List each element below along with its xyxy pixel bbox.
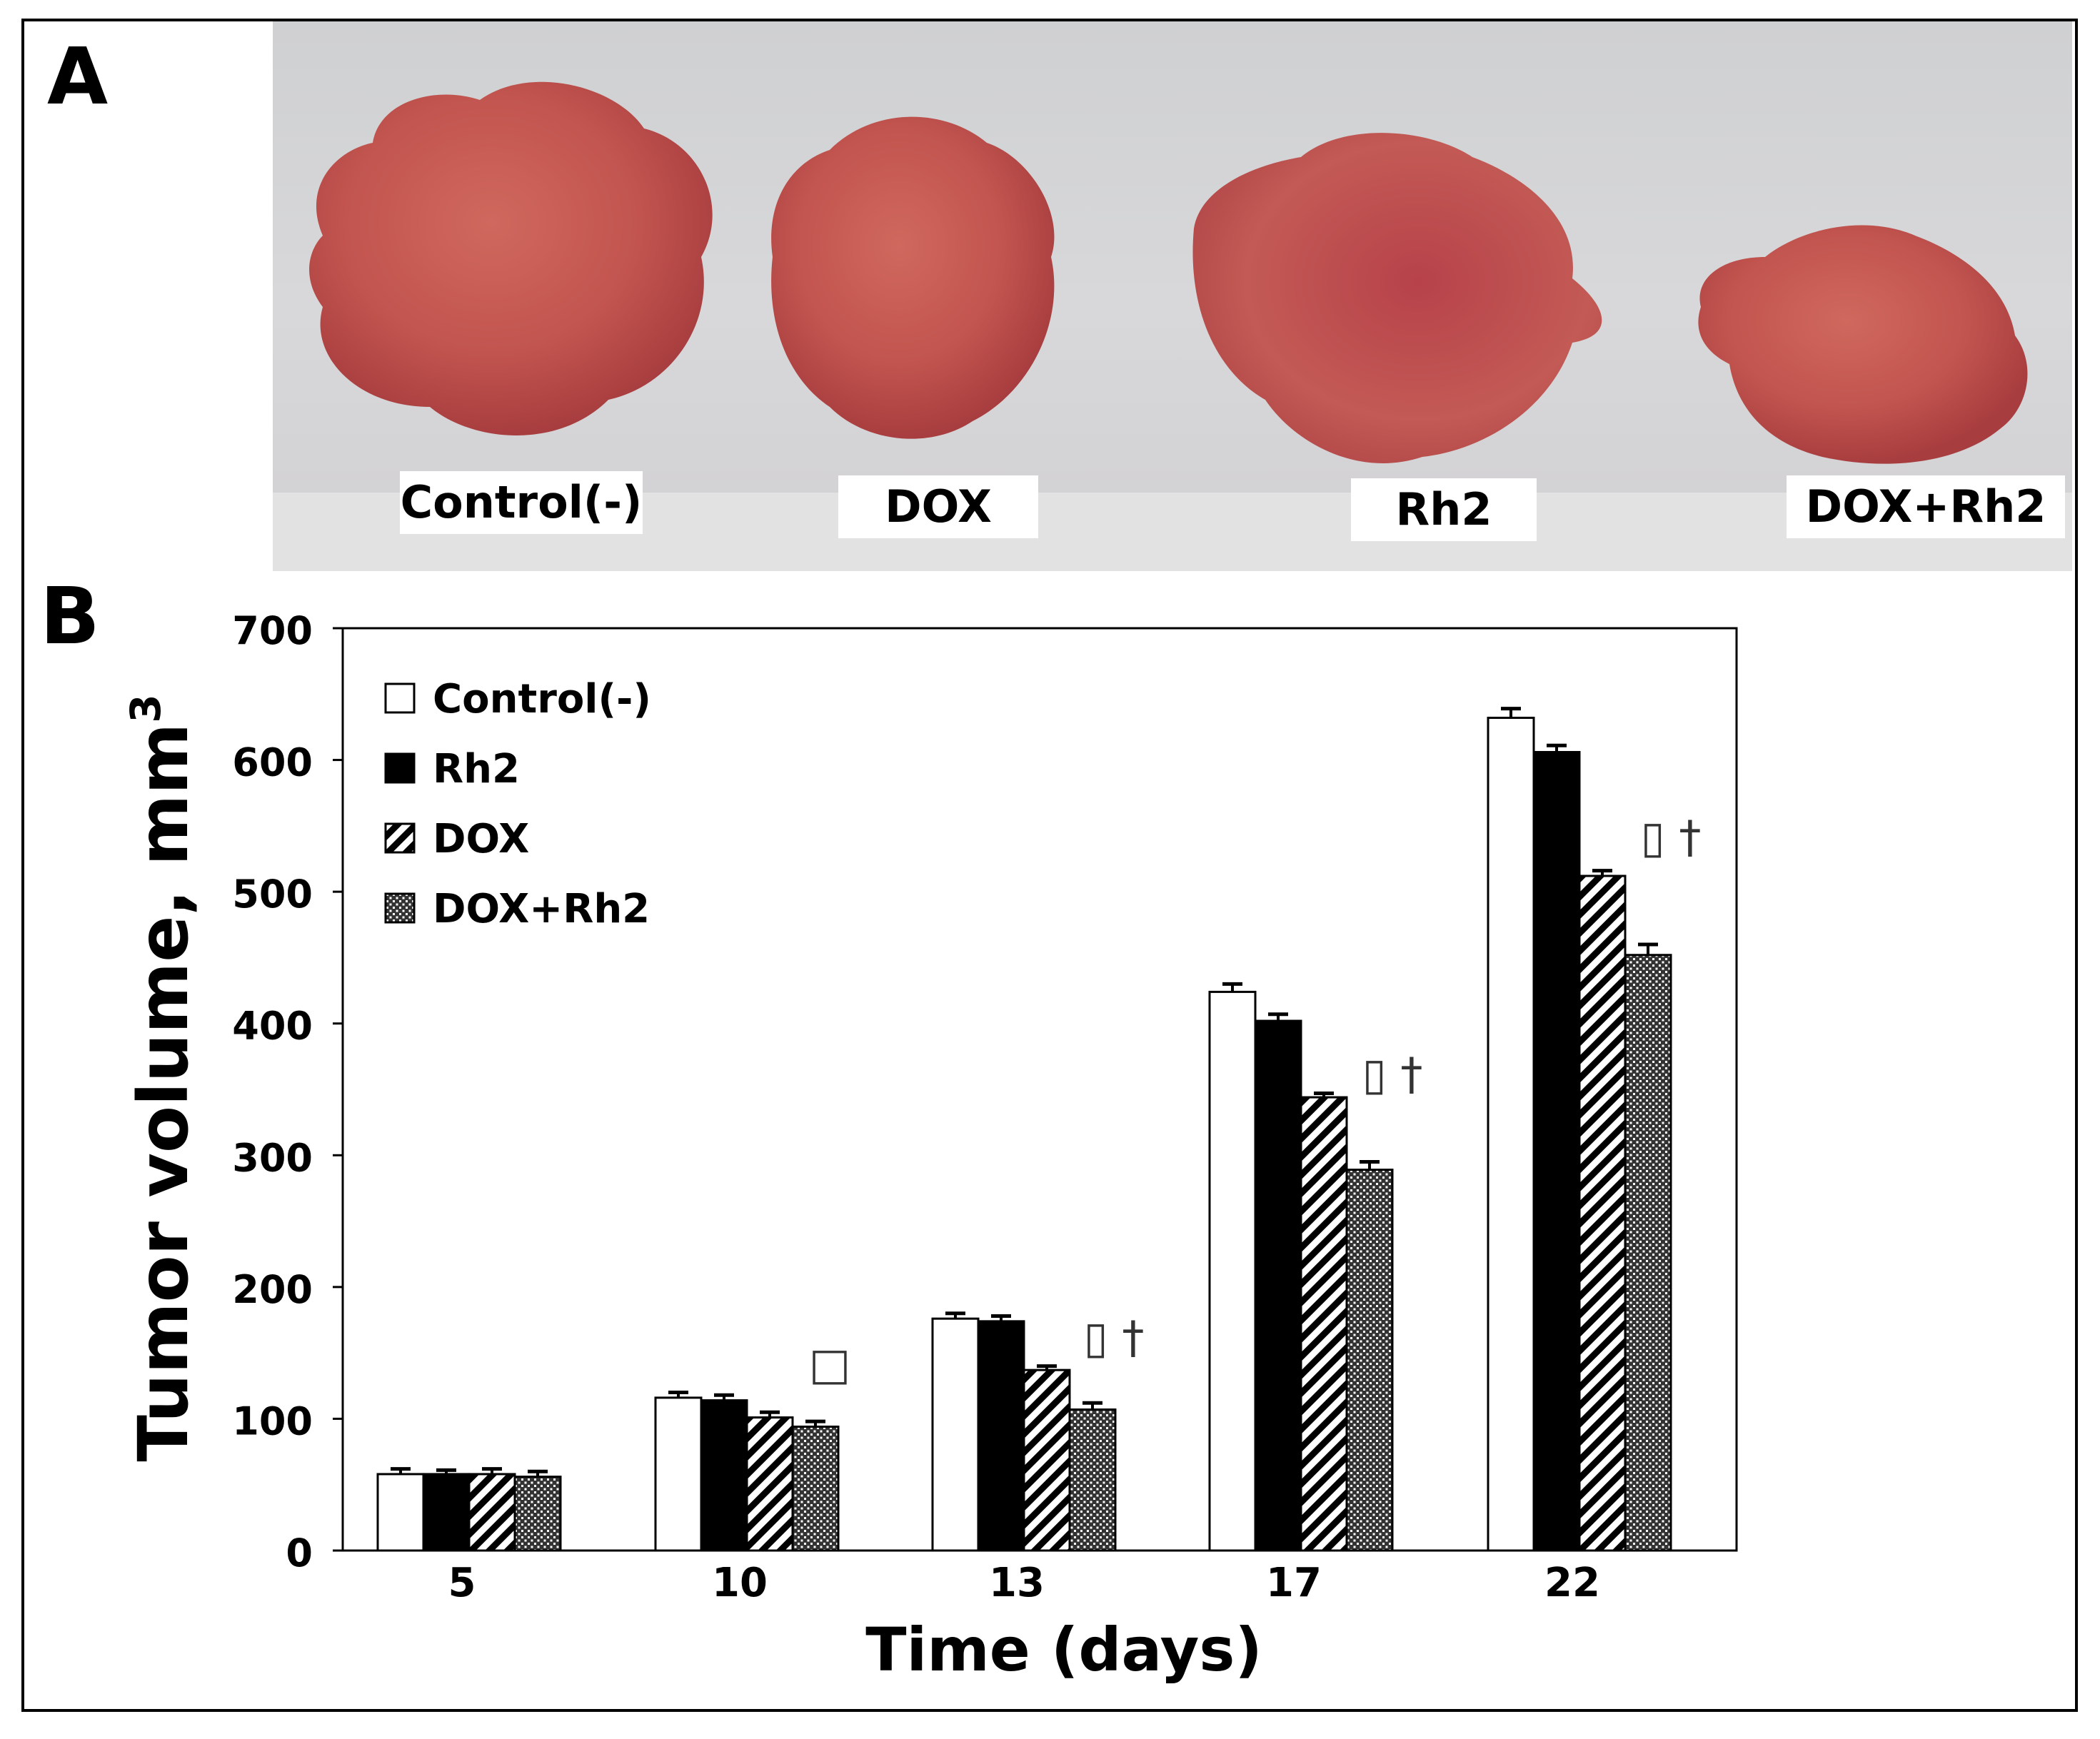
y-tick-label: 300 bbox=[232, 1135, 313, 1180]
legend-label: DOX bbox=[433, 816, 529, 862]
legend-swatch bbox=[384, 892, 416, 924]
bar bbox=[376, 1473, 425, 1552]
legend-label: Rh2 bbox=[433, 746, 520, 792]
y-tick-label: 400 bbox=[232, 1004, 313, 1049]
bar bbox=[654, 1396, 703, 1552]
bar bbox=[1487, 717, 1535, 1552]
figure-frame bbox=[21, 19, 2078, 1712]
bar bbox=[422, 1473, 471, 1552]
tumor-photo: Control(-) DOX Rh2 DOX+Rh2 bbox=[273, 21, 2072, 571]
legend-swatch bbox=[384, 752, 416, 784]
x-axis-label: Time (days) bbox=[865, 1615, 1262, 1685]
tumor-control bbox=[309, 81, 713, 435]
legend-label: DOX+Rh2 bbox=[433, 886, 650, 932]
bar bbox=[745, 1416, 794, 1552]
bar bbox=[791, 1426, 840, 1552]
bar bbox=[1578, 874, 1627, 1552]
y-tick-label: 100 bbox=[232, 1398, 313, 1443]
y-tick-label: 500 bbox=[232, 872, 313, 917]
x-tick-label: 17 bbox=[1266, 1560, 1322, 1606]
bar bbox=[1254, 1019, 1302, 1552]
tumor-dox-rh2 bbox=[1698, 225, 2028, 464]
y-tick-label: 700 bbox=[232, 608, 313, 653]
panel-label-b: B bbox=[40, 570, 100, 662]
photo-label-rh2: Rh2 bbox=[1351, 478, 1537, 541]
x-tick-label: 13 bbox=[989, 1560, 1045, 1606]
significance-marker: ▯ † bbox=[1641, 811, 1702, 863]
panel-label-a: A bbox=[47, 31, 109, 122]
bar bbox=[1300, 1096, 1348, 1552]
tumor-rh2 bbox=[1192, 133, 1602, 463]
y-tick-label: 600 bbox=[232, 740, 313, 785]
bar bbox=[1345, 1169, 1394, 1552]
y-axis-label: Tumor volume, mm3 bbox=[121, 694, 204, 1461]
y-tick-label: 200 bbox=[232, 1267, 313, 1312]
bar bbox=[513, 1476, 562, 1552]
tumor-drawings bbox=[309, 81, 2028, 464]
bar bbox=[931, 1317, 980, 1552]
legend-label: Control(-) bbox=[433, 676, 651, 722]
bar bbox=[1023, 1368, 1071, 1552]
legend-swatch bbox=[384, 822, 416, 854]
photo-label-dox: DOX bbox=[838, 475, 1038, 538]
bar bbox=[468, 1473, 516, 1552]
x-tick-label: 10 bbox=[712, 1560, 768, 1606]
significance-marker: ▯ † bbox=[1362, 1048, 1423, 1100]
bar bbox=[1068, 1408, 1117, 1552]
y-axis-label-superscript: 3 bbox=[121, 694, 170, 722]
y-tick-label: 0 bbox=[286, 1531, 313, 1576]
photo-label-control: Control(-) bbox=[400, 471, 643, 534]
bar bbox=[1624, 954, 1672, 1552]
bar bbox=[977, 1320, 1025, 1552]
significance-marker: □ bbox=[809, 1338, 851, 1390]
tumor-dox bbox=[771, 116, 1055, 439]
photo-label-dox-rh2: DOX+Rh2 bbox=[1787, 475, 2065, 538]
legend-swatch bbox=[384, 682, 416, 714]
bar bbox=[700, 1399, 748, 1552]
x-tick-label: 22 bbox=[1544, 1560, 1600, 1606]
bar bbox=[1532, 750, 1581, 1552]
x-tick-label: 5 bbox=[448, 1560, 476, 1606]
bar bbox=[1208, 990, 1257, 1552]
significance-marker: ▯ † bbox=[1084, 1311, 1145, 1364]
